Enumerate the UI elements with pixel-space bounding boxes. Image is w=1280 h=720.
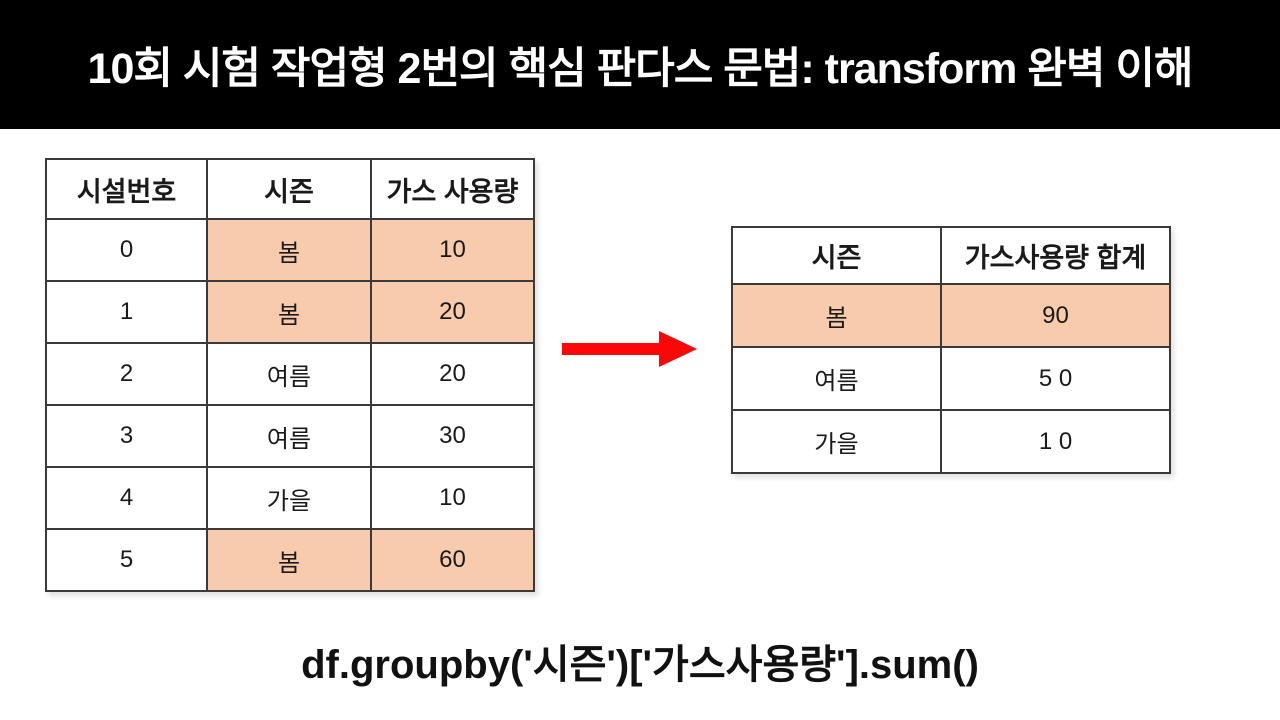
table-cell: 1 0 [940,409,1171,474]
column-header-gas-usage: 가스 사용량 [370,158,535,220]
table-cell: 20 [370,342,535,406]
column-header-facility-no: 시설번호 [45,158,208,220]
table-row: 1 봄 20 [45,280,535,344]
table-cell: 봄 [731,283,942,348]
title-bar: 10회 시험 작업형 2번의 핵심 판다스 문법: transform 완벽 이… [0,0,1280,129]
table-cell: 90 [940,283,1171,348]
table-row: 여름 5 0 [731,346,1171,411]
table-cell: 여름 [731,346,942,411]
table-cell: 30 [370,404,535,468]
table-cell: 20 [370,280,535,344]
table-row: 4 가을 10 [45,466,535,530]
table-cell: 가을 [206,466,372,530]
groupby-code: df.groupby('시즌')['가스사용량'].sum() [301,643,979,687]
table-cell: 5 [45,528,208,592]
table-row: 2 여름 20 [45,342,535,406]
table-cell: 5 0 [940,346,1171,411]
table-cell: 가을 [731,409,942,474]
table-cell: 여름 [206,404,372,468]
arrow-right-icon [562,331,697,367]
column-header-gas-usage-sum: 가스사용량 합계 [940,226,1171,285]
table-cell: 여름 [206,342,372,406]
table-cell: 봄 [206,218,372,282]
table-cell: 1 [45,280,208,344]
transform-arrow [557,326,699,372]
table-row: 0 봄 10 [45,218,535,282]
table-row: 5 봄 60 [45,528,535,592]
source-table: 시설번호 시즌 가스 사용량 0 봄 10 1 봄 20 2 여름 20 3 [45,158,535,592]
table-row: 봄 90 [731,283,1171,348]
result-table-header-row: 시즌 가스사용량 합계 [731,226,1171,285]
table-row: 3 여름 30 [45,404,535,468]
table-cell: 10 [370,218,535,282]
table-cell: 봄 [206,528,372,592]
slide-title: 10회 시험 작업형 2번의 핵심 판다스 문법: transform 완벽 이… [87,44,1194,93]
table-cell: 봄 [206,280,372,344]
column-header-season: 시즌 [206,158,372,220]
table-cell: 10 [370,466,535,530]
table-cell: 0 [45,218,208,282]
result-table: 시즌 가스사용량 합계 봄 90 여름 5 0 가을 1 0 [731,226,1171,474]
table-cell: 60 [370,528,535,592]
table-cell: 4 [45,466,208,530]
table-row: 가을 1 0 [731,409,1171,474]
table-cell: 3 [45,404,208,468]
source-table-header-row: 시설번호 시즌 가스 사용량 [45,158,535,220]
column-header-season: 시즌 [731,226,942,285]
table-cell: 2 [45,342,208,406]
